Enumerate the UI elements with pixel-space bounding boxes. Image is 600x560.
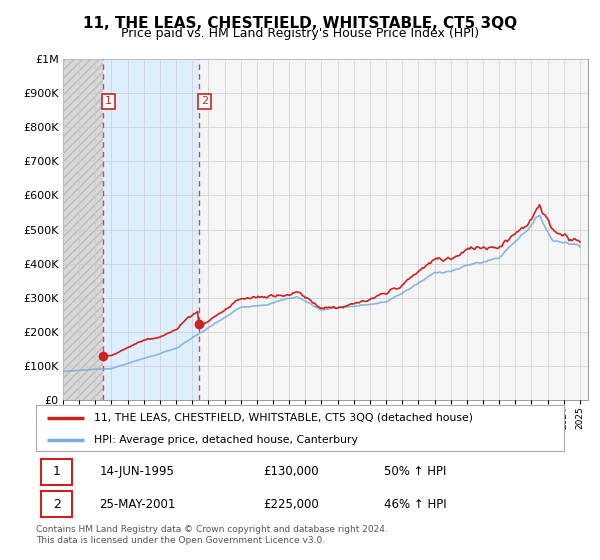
Text: 25-MAY-2001: 25-MAY-2001 — [100, 497, 176, 511]
Text: £130,000: £130,000 — [263, 465, 319, 478]
Text: 46% ↑ HPI: 46% ↑ HPI — [385, 497, 447, 511]
Text: 2: 2 — [201, 96, 208, 106]
Text: 14-JUN-1995: 14-JUN-1995 — [100, 465, 174, 478]
Text: 1: 1 — [53, 465, 61, 478]
Bar — [41, 491, 72, 517]
Text: Price paid vs. HM Land Registry's House Price Index (HPI): Price paid vs. HM Land Registry's House … — [121, 27, 479, 40]
Bar — [63, 59, 103, 400]
Text: Contains HM Land Registry data © Crown copyright and database right 2024.
This d: Contains HM Land Registry data © Crown c… — [36, 525, 388, 545]
Text: 11, THE LEAS, CHESTFIELD, WHITSTABLE, CT5 3QQ: 11, THE LEAS, CHESTFIELD, WHITSTABLE, CT… — [83, 16, 517, 31]
Bar — [199, 59, 588, 400]
Text: 11, THE LEAS, CHESTFIELD, WHITSTABLE, CT5 3QQ (detached house): 11, THE LEAS, CHESTFIELD, WHITSTABLE, CT… — [94, 413, 473, 423]
Bar — [103, 59, 199, 400]
Bar — [63, 59, 103, 400]
Bar — [41, 459, 72, 485]
Text: 2: 2 — [53, 497, 61, 511]
Text: £225,000: £225,000 — [263, 497, 319, 511]
Text: 50% ↑ HPI: 50% ↑ HPI — [385, 465, 447, 478]
Text: HPI: Average price, detached house, Canterbury: HPI: Average price, detached house, Cant… — [94, 435, 358, 445]
Text: 1: 1 — [105, 96, 112, 106]
